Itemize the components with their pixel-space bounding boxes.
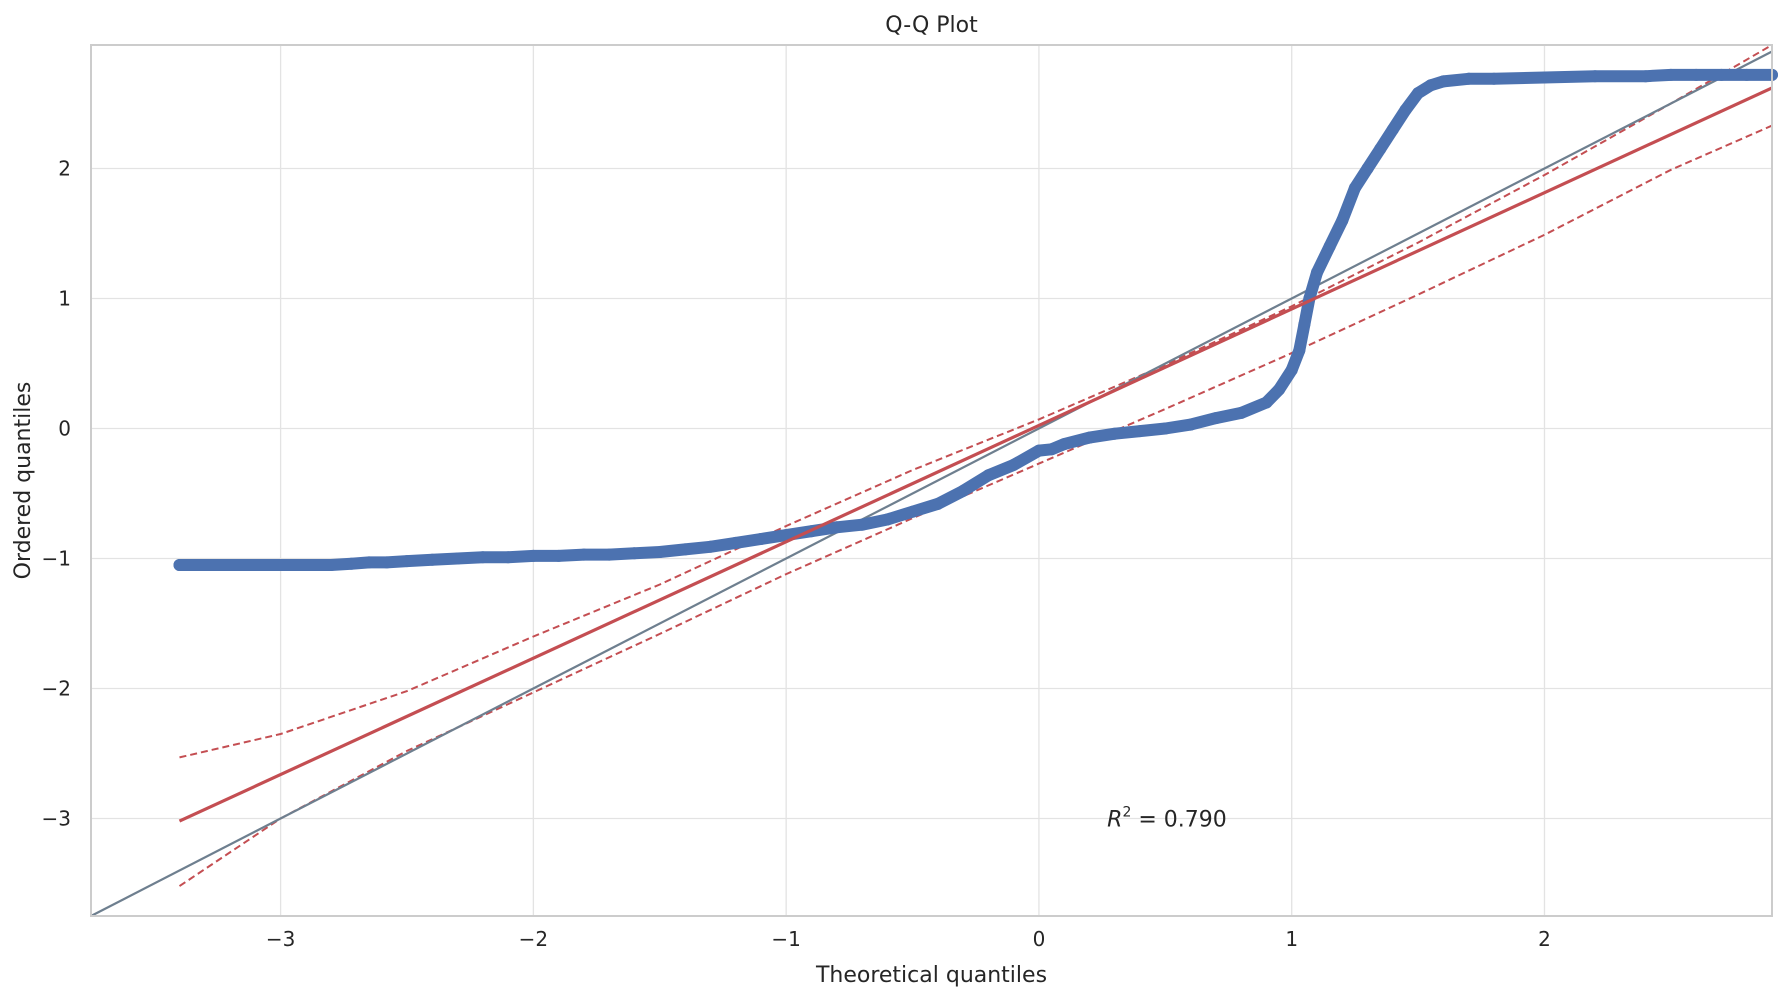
confidence-band-upper (179, 44, 1773, 759)
y-tick-label: −1 (42, 547, 71, 571)
x-tick-label: −1 (771, 927, 800, 951)
x-tick-label: −2 (519, 927, 548, 951)
y-tick-label: 1 (58, 287, 71, 311)
r-squared-exponent: 2 (1122, 805, 1131, 821)
confidence-band (178, 44, 1773, 887)
x-tick-label: −3 (266, 927, 295, 951)
x-tick-label: 1 (1285, 927, 1298, 951)
axes-frame (90, 44, 1773, 917)
least-squares-fit-line (178, 86, 1773, 823)
y-tick-label: 2 (58, 157, 71, 181)
x-tick-label: 0 (1033, 927, 1046, 951)
y-tick-label: −2 (42, 677, 71, 701)
r-squared-value: = 0.790 (1131, 808, 1226, 833)
data-points (173, 68, 1778, 571)
r-squared-symbol: R (1107, 808, 1122, 833)
data-points-dense-trace (173, 68, 1778, 571)
y-tick-labels: −3 −2 −1 0 1 2 (42, 157, 71, 831)
x-axis-label: Theoretical quantiles (815, 963, 1047, 988)
reference-line (90, 50, 1773, 917)
fit-line (178, 86, 1773, 823)
chart-title: Q-Q Plot (885, 13, 978, 38)
x-tick-label: 2 (1538, 927, 1551, 951)
grid (91, 45, 1772, 916)
x-tick-labels: −3 −2 −1 0 1 2 (266, 927, 1551, 951)
r-squared-annotation: R2 = 0.790 (1107, 805, 1227, 833)
reference-line-45deg (90, 50, 1773, 917)
y-tick-label: 0 (58, 417, 71, 441)
y-axis-label: Ordered quantiles (11, 382, 36, 580)
confidence-band-lower (178, 124, 1773, 887)
y-tick-label: −3 (42, 807, 71, 831)
